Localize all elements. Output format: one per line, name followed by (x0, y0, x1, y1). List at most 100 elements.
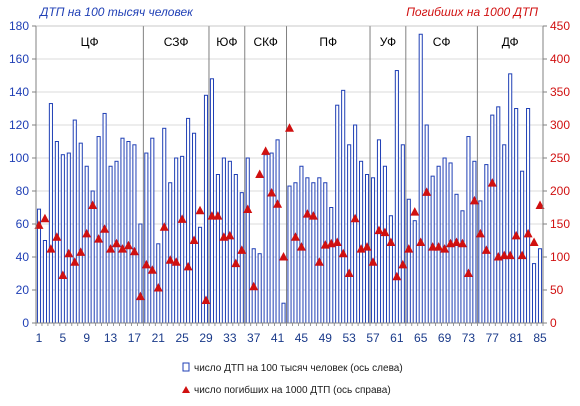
x-tick-label: 69 (438, 331, 452, 345)
bar (150, 137, 155, 324)
chart-title-left: ДТП на 100 тысяч человек (38, 5, 194, 19)
marker-point (535, 200, 545, 210)
bar (120, 137, 125, 324)
bar (526, 108, 531, 324)
marker-point (332, 237, 342, 246)
bar (311, 182, 316, 324)
bar (132, 144, 137, 324)
left-tick-label: 60 (16, 217, 30, 231)
marker-point (398, 259, 408, 269)
legend: число ДТП на 100 тысяч человек (ось слев… (182, 362, 403, 396)
marker-point (314, 257, 324, 266)
bar (347, 144, 352, 324)
marker-point (296, 242, 306, 251)
bar-series (36, 33, 543, 324)
marker-point (141, 259, 151, 269)
marker-point (428, 242, 438, 251)
marker-point (338, 248, 348, 258)
marker-point (34, 220, 44, 229)
marker-point (302, 209, 312, 218)
x-tick-label: 29 (199, 331, 213, 345)
x-tick-label: 17 (128, 331, 142, 345)
x-axis-ticks: 1 5 9 13 17 21 25 29 33 37 41 45 49 53 57 61 65 69 73 77 81 8… (35, 323, 547, 345)
marker-point (475, 228, 485, 238)
marker-point (64, 248, 74, 258)
x-tick-label: 85 (533, 331, 547, 345)
bar (341, 89, 346, 324)
x-tick-label: 5 (59, 331, 66, 345)
bar (209, 78, 215, 324)
marker-point (523, 228, 533, 238)
right-tick-label: 450 (550, 19, 570, 33)
marker-point (344, 268, 354, 277)
bar (96, 136, 101, 324)
bar (514, 108, 519, 324)
marker-point (159, 222, 169, 231)
bar (192, 132, 197, 324)
marker-point (70, 257, 80, 266)
marker-point (517, 250, 527, 260)
marker-point (511, 230, 521, 240)
marker-point (117, 244, 127, 253)
bar (245, 157, 250, 324)
marker-point (177, 214, 187, 223)
marker-point (189, 235, 199, 244)
marker-point (410, 207, 420, 216)
region-label: СФ (433, 35, 451, 49)
marker-point (183, 261, 193, 271)
bar (353, 124, 358, 324)
bar (382, 165, 387, 324)
x-tick-label: 45 (295, 331, 309, 345)
bar (537, 248, 543, 324)
x-tick-label: 61 (390, 331, 404, 345)
x-tick-label: 65 (414, 331, 428, 345)
marker-point (207, 211, 217, 220)
bar (305, 177, 310, 324)
region-label: ДФ (502, 35, 519, 49)
bar (60, 154, 65, 324)
x-tick-label: 81 (509, 331, 523, 345)
left-tick-label: 100 (9, 151, 29, 165)
bar (370, 177, 376, 324)
bar (293, 182, 298, 324)
marker-point (165, 255, 175, 264)
marker-point (171, 257, 181, 266)
x-tick-label: 53 (342, 331, 356, 345)
bar (496, 106, 501, 324)
legend-bar-label: число ДТП на 100 тысяч человек (ось слев… (194, 363, 403, 374)
left-tick-label: 180 (9, 19, 29, 33)
marker-point (386, 237, 396, 246)
left-tick-label: 20 (16, 283, 30, 297)
region-separators (142, 26, 478, 323)
right-tick-label: 300 (550, 118, 570, 132)
bar (454, 193, 459, 324)
marker-point (58, 270, 68, 279)
axes (35, 25, 544, 324)
region-label: СЗФ (164, 35, 189, 49)
bar (126, 141, 131, 324)
bar (478, 200, 483, 324)
bar (532, 263, 537, 324)
bar (233, 174, 238, 324)
bar (42, 240, 47, 324)
x-tick-label: 25 (175, 331, 189, 345)
marker-point (46, 244, 56, 253)
marker-point (404, 244, 414, 253)
marker-point (505, 250, 515, 260)
right-tick-label: 0 (550, 316, 557, 330)
marker-point (225, 230, 235, 240)
marker-point (368, 257, 378, 266)
marker-point (129, 246, 139, 256)
marker-point (434, 242, 444, 251)
marker-point (457, 238, 467, 248)
x-tick-label: 77 (486, 331, 500, 345)
marker-point (231, 258, 241, 268)
marker-point (374, 225, 384, 235)
bar (472, 160, 477, 324)
marker-point (463, 268, 473, 277)
marker-point (261, 146, 271, 155)
marker-point (52, 232, 62, 241)
marker-point (112, 238, 122, 248)
bar (406, 198, 411, 324)
